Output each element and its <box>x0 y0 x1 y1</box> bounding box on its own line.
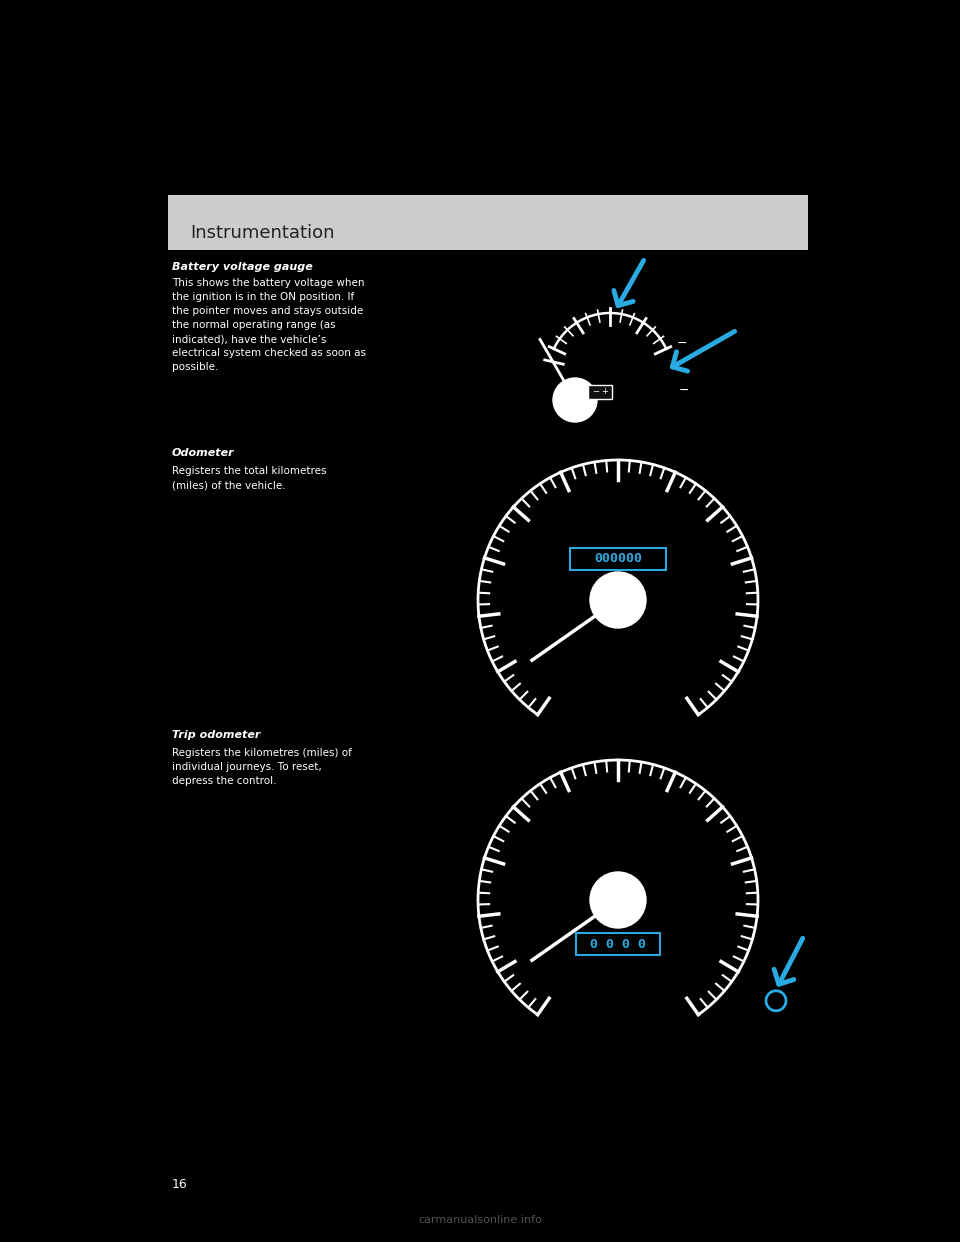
Text: Instrumentation: Instrumentation <box>190 224 334 242</box>
Text: Battery voltage gauge: Battery voltage gauge <box>172 262 313 272</box>
Circle shape <box>553 378 597 422</box>
Text: −: − <box>677 337 687 350</box>
Text: −: − <box>679 384 689 396</box>
Circle shape <box>590 573 646 628</box>
Text: carmanualsonline.info: carmanualsonline.info <box>418 1215 542 1225</box>
Text: 0 0 0 0: 0 0 0 0 <box>590 938 646 950</box>
Text: Registers the total kilometres
(miles) of the vehicle.: Registers the total kilometres (miles) o… <box>172 466 326 491</box>
Circle shape <box>590 872 646 928</box>
Circle shape <box>766 991 786 1011</box>
Text: Registers the kilometres (miles) of
individual journeys. To reset,
depress the c: Registers the kilometres (miles) of indi… <box>172 748 352 786</box>
Text: Trip odometer: Trip odometer <box>172 730 260 740</box>
Text: This shows the battery voltage when
the ignition is in the ON position. If
the p: This shows the battery voltage when the … <box>172 278 366 373</box>
Text: +: + <box>602 388 609 396</box>
Text: 000000: 000000 <box>594 553 642 565</box>
Text: 16: 16 <box>172 1179 188 1191</box>
Bar <box>168 195 808 250</box>
Text: −: − <box>592 388 599 396</box>
Bar <box>570 548 666 570</box>
Text: Odometer: Odometer <box>172 448 234 458</box>
Bar <box>576 933 660 955</box>
Bar <box>588 385 612 399</box>
